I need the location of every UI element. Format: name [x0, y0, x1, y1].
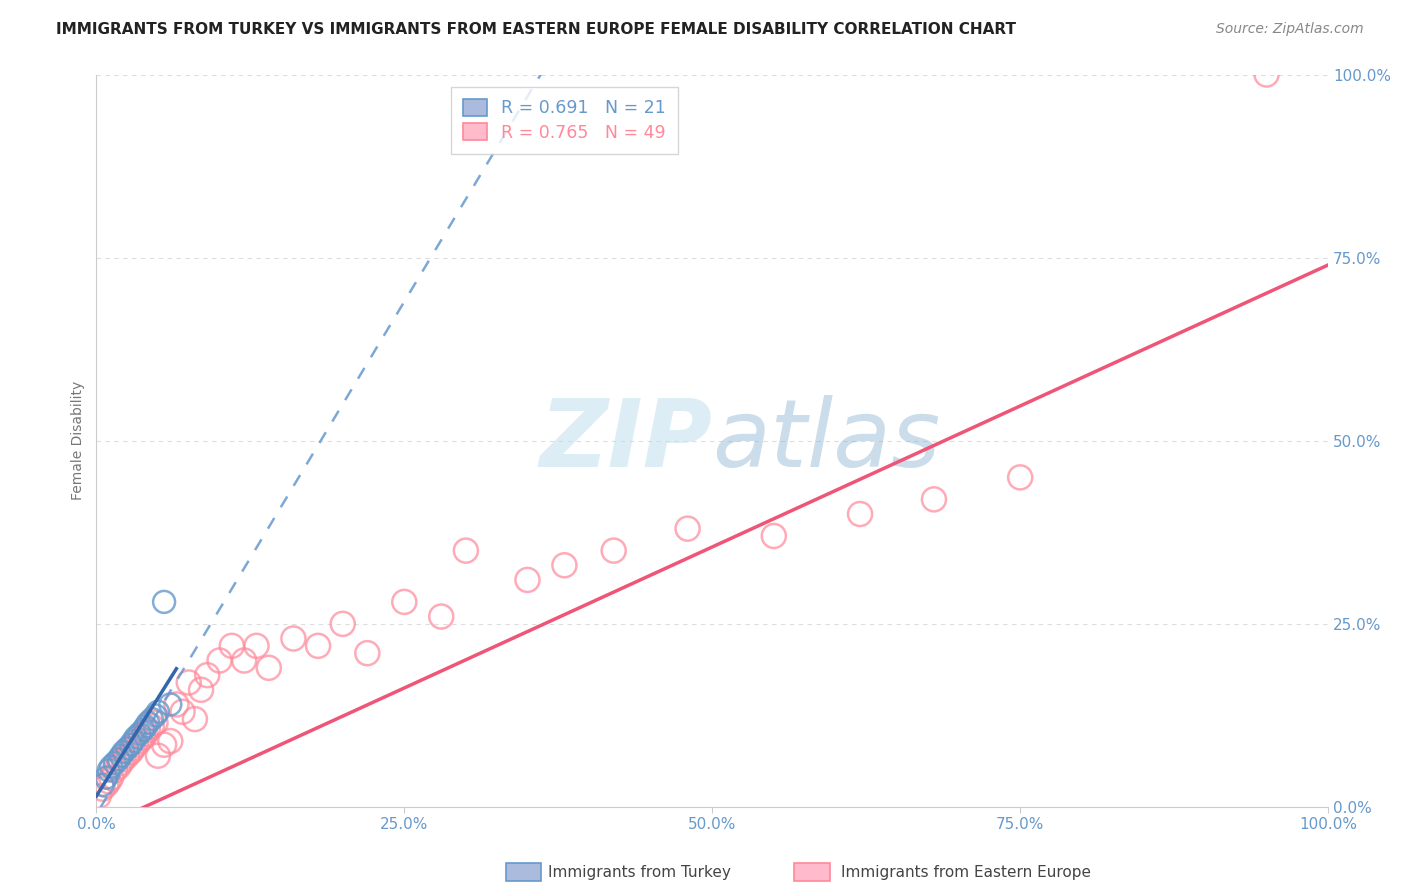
Point: [159, 734, 181, 748]
Point: [849, 507, 872, 521]
Point: [97, 774, 120, 789]
Point: [172, 705, 194, 719]
Point: [100, 760, 122, 774]
Point: [257, 661, 280, 675]
Point: [110, 756, 132, 770]
Point: [96, 778, 118, 792]
Point: [145, 708, 167, 723]
Point: [87, 789, 110, 803]
Point: [221, 639, 243, 653]
Point: [115, 748, 138, 763]
Point: [141, 712, 163, 726]
Point: [516, 573, 538, 587]
Point: [245, 639, 267, 653]
Point: [676, 522, 699, 536]
Point: [177, 675, 200, 690]
Point: [141, 719, 163, 733]
Point: [190, 682, 212, 697]
Point: [112, 745, 135, 759]
Text: IMMIGRANTS FROM TURKEY VS IMMIGRANTS FROM EASTERN EUROPE FEMALE DISABILITY CORRE: IMMIGRANTS FROM TURKEY VS IMMIGRANTS FRO…: [56, 22, 1017, 37]
Point: [128, 734, 150, 748]
Point: [454, 543, 477, 558]
Point: [283, 632, 305, 646]
Text: Immigrants from Turkey: Immigrants from Turkey: [548, 865, 731, 880]
Point: [922, 492, 945, 507]
Point: [195, 668, 218, 682]
Point: [135, 719, 157, 733]
Y-axis label: Female Disability: Female Disability: [72, 381, 86, 500]
Point: [125, 731, 148, 745]
Point: [145, 715, 167, 730]
Text: Immigrants from Eastern Europe: Immigrants from Eastern Europe: [841, 865, 1091, 880]
Point: [91, 781, 114, 796]
Point: [120, 738, 142, 752]
Point: [136, 723, 159, 737]
Point: [104, 756, 127, 770]
Point: [146, 705, 169, 719]
Point: [96, 771, 118, 785]
Text: ZIP: ZIP: [540, 395, 713, 487]
Point: [136, 715, 159, 730]
Point: [1256, 68, 1278, 82]
Point: [112, 752, 135, 766]
Text: atlas: atlas: [713, 395, 941, 486]
Legend: R = 0.691   N = 21, R = 0.765   N = 49: R = 0.691 N = 21, R = 0.765 N = 49: [451, 87, 678, 153]
Point: [1010, 470, 1032, 484]
Point: [762, 529, 785, 543]
Point: [125, 738, 148, 752]
Point: [110, 748, 132, 763]
Point: [104, 764, 127, 778]
Text: Source: ZipAtlas.com: Source: ZipAtlas.com: [1216, 22, 1364, 37]
Point: [208, 653, 231, 667]
Point: [128, 727, 150, 741]
Point: [146, 748, 169, 763]
Point: [135, 727, 157, 741]
Point: [553, 558, 575, 573]
Point: [132, 731, 155, 745]
Point: [107, 752, 129, 766]
Point: [159, 698, 181, 712]
Point: [97, 764, 120, 778]
Point: [122, 741, 145, 756]
Point: [356, 646, 378, 660]
Point: [107, 760, 129, 774]
Point: [132, 723, 155, 737]
Point: [115, 741, 138, 756]
Point: [122, 734, 145, 748]
Point: [120, 745, 142, 759]
Point: [153, 595, 176, 609]
Point: [153, 738, 176, 752]
Point: [602, 543, 624, 558]
Point: [430, 609, 453, 624]
Point: [91, 778, 114, 792]
Point: [394, 595, 416, 609]
Point: [184, 712, 207, 726]
Point: [332, 616, 354, 631]
Point: [233, 653, 256, 667]
Point: [165, 698, 187, 712]
Point: [100, 771, 122, 785]
Point: [307, 639, 329, 653]
